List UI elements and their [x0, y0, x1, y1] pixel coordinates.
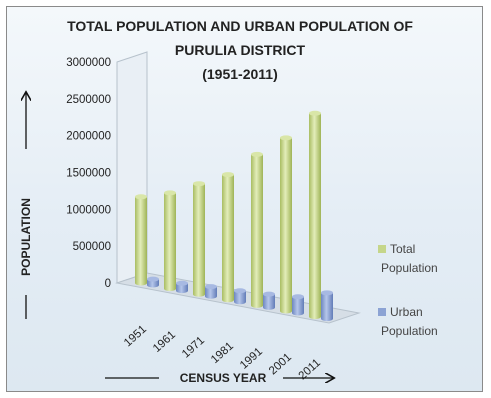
population-chart: TOTAL POPULATION AND URBAN POPULATION OF…: [19, 18, 438, 385]
y-tick-label: 3000000: [66, 57, 111, 69]
y-tick-label: 1000000: [66, 204, 111, 216]
bar-total-1981: [222, 172, 234, 303]
bar-total-2001: [280, 135, 292, 314]
chart-frame: TOTAL POPULATION AND URBAN POPULATION OF…: [6, 6, 483, 392]
legend-swatch: [378, 308, 386, 316]
x-tick-label: 2001: [267, 351, 294, 377]
legend: Total Population Urban Population: [378, 242, 438, 338]
x-tick-label: 1971: [180, 335, 207, 361]
bar-urban-1961: [176, 280, 188, 294]
legend-label-line-2: Population: [381, 261, 438, 275]
x-tick-label: 1951: [122, 323, 149, 349]
x-axis-label: CENSUS YEAR: [180, 371, 267, 385]
bar-total-2011: [309, 110, 321, 320]
legend-label-line-2: Population: [381, 324, 438, 338]
x-axis-label-group: CENSUS YEAR: [105, 371, 333, 385]
legend-item-total-population: Total Population: [378, 242, 438, 275]
bar-urban-1991: [263, 291, 275, 310]
bar-urban-1981: [234, 288, 246, 305]
y-tick-label: 2000000: [66, 131, 111, 143]
x-tick-label: 1961: [151, 329, 178, 355]
legend-swatch: [378, 245, 386, 253]
bar-total-1961: [164, 190, 176, 292]
chart-title-line-2: PURULIA DISTRICT: [175, 42, 306, 58]
y-tick-label: 0: [105, 278, 111, 290]
x-tick-label: 1981: [209, 340, 236, 366]
legend-label-line-1: Urban: [390, 305, 423, 319]
bar-urban-2001: [292, 294, 304, 316]
bar-total-1971: [193, 181, 205, 297]
bar-urban-1951: [147, 276, 159, 288]
legend-item-urban-population: Urban Population: [378, 305, 438, 338]
y-tick-label: 500000: [73, 241, 111, 253]
y-tick-label: 2500000: [66, 94, 111, 106]
bar-total-1951: [135, 194, 147, 286]
chart-title: TOTAL POPULATION AND URBAN POPULATION OF…: [67, 18, 413, 82]
y-axis-label-group: POPULATION: [19, 93, 33, 319]
legend-label-line-1: Total: [390, 242, 415, 256]
bar-series: [135, 110, 333, 322]
chart-title-line-1: TOTAL POPULATION AND URBAN POPULATION OF: [67, 18, 413, 34]
chart-title-line-3: (1951-2011): [202, 66, 278, 82]
y-axis-label: POPULATION: [19, 198, 33, 276]
bar-urban-1971: [205, 284, 217, 299]
bar-urban-2011: [321, 290, 333, 322]
y-tick-label: 1500000: [66, 168, 111, 180]
bar-total-1991: [251, 151, 263, 308]
y-axis-ticks: 0 500000 1000000 1500000 2000000 2500000 30000…: [66, 57, 111, 290]
x-tick-label: 1991: [238, 346, 265, 372]
